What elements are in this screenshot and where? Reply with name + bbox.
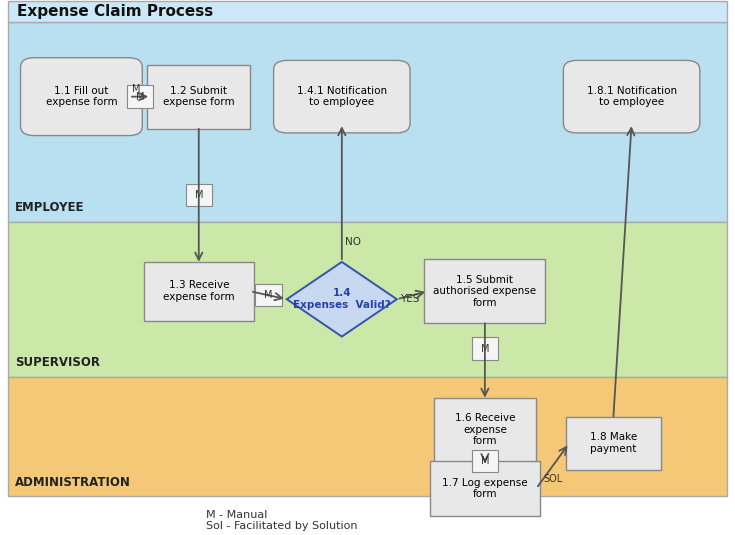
FancyBboxPatch shape [8, 1, 727, 22]
Text: M: M [195, 190, 203, 200]
Text: M: M [132, 84, 140, 94]
Text: SOL: SOL [543, 474, 562, 484]
FancyBboxPatch shape [472, 338, 498, 360]
Text: Expense Claim Process: Expense Claim Process [17, 4, 213, 19]
FancyBboxPatch shape [144, 262, 254, 320]
Polygon shape [287, 262, 397, 337]
FancyBboxPatch shape [273, 60, 410, 133]
FancyBboxPatch shape [472, 450, 498, 472]
Text: ADMINISTRATION: ADMINISTRATION [15, 476, 132, 489]
Text: YES: YES [401, 294, 420, 304]
Text: 1.1 Fill out
expense form: 1.1 Fill out expense form [46, 86, 117, 108]
Text: 1.8.1 Notification
to employee: 1.8.1 Notification to employee [587, 86, 677, 108]
Text: NO: NO [345, 237, 362, 247]
Text: M: M [481, 456, 489, 466]
Text: 1.8 Make
payment: 1.8 Make payment [589, 432, 637, 454]
FancyBboxPatch shape [127, 86, 154, 108]
Text: M: M [136, 91, 144, 102]
Text: 1.4
Expenses  Valid?: 1.4 Expenses Valid? [293, 288, 391, 310]
FancyBboxPatch shape [430, 461, 540, 516]
Text: 1.5 Submit
authorised expense
form: 1.5 Submit authorised expense form [434, 274, 537, 308]
Text: 1.4.1 Notification
to employee: 1.4.1 Notification to employee [297, 86, 387, 108]
FancyBboxPatch shape [8, 222, 727, 377]
Text: 1.3 Receive
expense form: 1.3 Receive expense form [163, 280, 234, 302]
FancyBboxPatch shape [565, 417, 661, 470]
FancyBboxPatch shape [21, 58, 143, 135]
Text: 1.6 Receive
expense
form: 1.6 Receive expense form [455, 413, 515, 446]
FancyBboxPatch shape [424, 259, 545, 323]
Text: M: M [264, 291, 273, 300]
Text: EMPLOYEE: EMPLOYEE [15, 202, 85, 215]
FancyBboxPatch shape [255, 284, 282, 307]
FancyBboxPatch shape [8, 377, 727, 496]
Text: M: M [481, 343, 489, 354]
FancyBboxPatch shape [148, 65, 250, 128]
FancyBboxPatch shape [563, 60, 700, 133]
Text: 1.2 Submit
expense form: 1.2 Submit expense form [163, 86, 234, 108]
FancyBboxPatch shape [185, 184, 212, 207]
Text: 1.7 Log expense
form: 1.7 Log expense form [442, 478, 528, 499]
Text: SUPERVISOR: SUPERVISOR [15, 356, 101, 369]
FancyBboxPatch shape [8, 22, 727, 222]
Text: M - Manual
Sol - Facilitated by Solution: M - Manual Sol - Facilitated by Solution [206, 510, 358, 531]
FancyBboxPatch shape [434, 398, 537, 462]
